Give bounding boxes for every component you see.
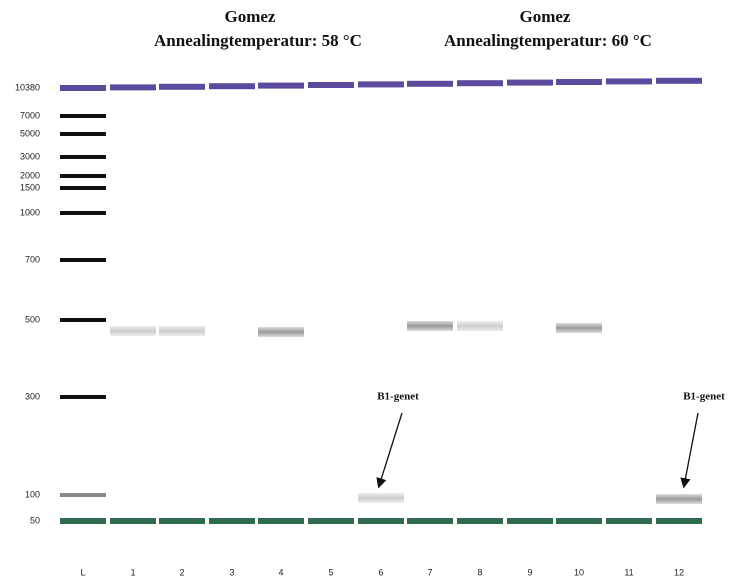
lower-marker xyxy=(159,518,205,524)
lane-label: 5 xyxy=(328,567,333,577)
lower-marker xyxy=(209,518,255,524)
lower-marker xyxy=(358,518,404,524)
upper-marker xyxy=(60,85,106,91)
sample-band xyxy=(358,493,404,503)
upper-marker xyxy=(457,80,503,86)
ladder-label: 2000 xyxy=(20,170,40,180)
ladder-label: 50 xyxy=(30,515,40,525)
ladder-label: 700 xyxy=(25,254,40,264)
upper-marker xyxy=(110,84,156,90)
upper-marker xyxy=(358,81,404,87)
ladder-label: 3000 xyxy=(20,151,40,161)
arrow xyxy=(684,413,698,486)
sample-band xyxy=(159,326,205,336)
lower-marker xyxy=(656,518,702,524)
lower-marker xyxy=(308,518,354,524)
ladder-band xyxy=(60,493,106,497)
ladder-band xyxy=(60,318,106,322)
ladder-band xyxy=(60,258,106,262)
annotation: B1-genet xyxy=(683,391,725,403)
ladder-label: 5000 xyxy=(20,128,40,138)
ladder-label: 300 xyxy=(25,391,40,401)
lane-label: 1 xyxy=(130,567,135,577)
lower-marker xyxy=(258,518,304,524)
upper-marker xyxy=(258,83,304,89)
ladder-band xyxy=(60,395,106,399)
upper-marker xyxy=(656,78,702,84)
lower-marker xyxy=(556,518,602,524)
lane-label: 11 xyxy=(624,567,633,577)
upper-marker xyxy=(556,79,602,85)
lane-label: 7 xyxy=(427,567,432,577)
lane-label: 12 xyxy=(674,567,684,577)
lane-label: 9 xyxy=(527,567,532,577)
lower-marker xyxy=(606,518,652,524)
title: Gomez xyxy=(225,7,276,26)
upper-marker xyxy=(308,82,354,88)
subtitle: Annealingtemperatur: 60 °C xyxy=(444,31,652,50)
ladder-band xyxy=(60,186,106,190)
sample-band xyxy=(258,327,304,337)
upper-marker xyxy=(209,83,255,89)
ladder-label: 1000 xyxy=(20,207,40,217)
lane-label: L xyxy=(80,567,85,577)
lane-label: 2 xyxy=(179,567,184,577)
lane-label: 4 xyxy=(278,567,283,577)
ladder-label: 500 xyxy=(25,314,40,324)
lower-marker xyxy=(457,518,503,524)
sample-band xyxy=(110,326,156,336)
upper-marker xyxy=(606,78,652,84)
ladder-label: 100 xyxy=(25,489,40,499)
lower-marker xyxy=(60,518,106,524)
lane-label: 8 xyxy=(477,567,482,577)
annotation: B1-genet xyxy=(377,391,419,403)
ladder-label: 7000 xyxy=(20,110,40,120)
arrow xyxy=(379,413,402,486)
ladder-band xyxy=(60,211,106,215)
ladder-band xyxy=(60,174,106,178)
lane-label: 6 xyxy=(378,567,383,577)
ladder-band xyxy=(60,132,106,136)
ladder-label: 10380 xyxy=(15,82,40,92)
lower-marker xyxy=(110,518,156,524)
upper-marker xyxy=(159,84,205,90)
ladder-band xyxy=(60,114,106,118)
upper-marker xyxy=(507,80,553,86)
gel xyxy=(60,78,702,524)
ladder-band xyxy=(60,155,106,159)
upper-marker xyxy=(407,81,453,87)
sample-band xyxy=(556,323,602,333)
lane-label: 3 xyxy=(229,567,234,577)
subtitle: Annealingtemperatur: 58 °C xyxy=(154,31,362,50)
sample-band xyxy=(407,321,453,331)
sample-band xyxy=(656,494,702,504)
title: Gomez xyxy=(520,7,571,26)
lane-label: 10 xyxy=(574,567,584,577)
sample-band xyxy=(457,321,503,331)
lower-marker xyxy=(407,518,453,524)
ladder-label: 1500 xyxy=(20,182,40,192)
lower-marker xyxy=(507,518,553,524)
gel-figure: Gomez Annealingtemperatur: 58 °C Gomez A… xyxy=(0,0,734,580)
